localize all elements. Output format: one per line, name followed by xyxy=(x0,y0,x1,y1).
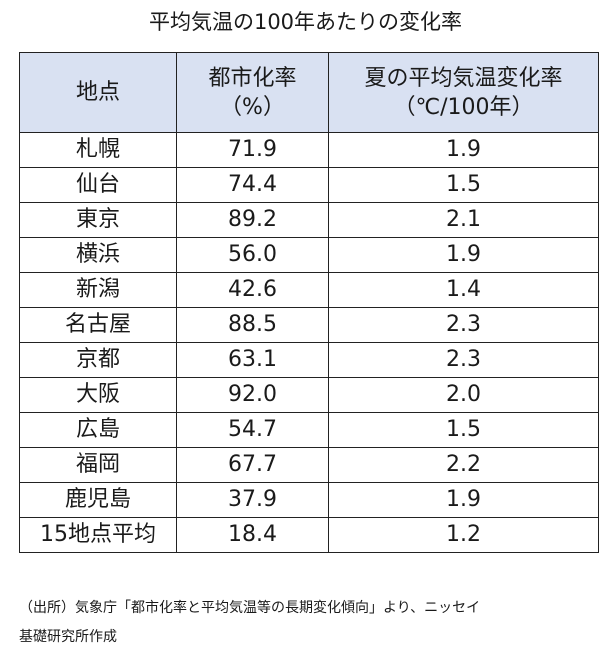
table-row: 新潟 42.6 1.4 xyxy=(19,272,599,308)
cell-temp-change: 1.5 xyxy=(328,167,599,203)
cell-urbanization: 18.4 xyxy=(176,517,329,553)
header-temp-change: 夏の平均気温変化率 （℃/100年） xyxy=(328,52,599,133)
temperature-table: 地点 都市化率 （%） 夏の平均気温変化率 （℃/100年） 札幌 71.9 1.9… xyxy=(19,52,599,553)
table-row: 福岡 67.7 2.2 xyxy=(19,447,599,483)
cell-location: 福岡 xyxy=(19,447,177,483)
cell-urbanization: 89.2 xyxy=(176,202,329,238)
cell-urbanization: 54.7 xyxy=(176,412,329,448)
cell-location: 名古屋 xyxy=(19,307,177,343)
cell-temp-change: 2.1 xyxy=(328,202,599,238)
table-row: 名古屋 88.5 2.3 xyxy=(19,307,599,343)
cell-location: 鹿児島 xyxy=(19,482,177,518)
cell-location: 京都 xyxy=(19,342,177,378)
cell-urbanization: 74.4 xyxy=(176,167,329,203)
table-row: 15地点平均 18.4 1.2 xyxy=(19,517,599,553)
cell-location: 横浜 xyxy=(19,237,177,273)
cell-temp-change: 2.3 xyxy=(328,307,599,343)
cell-temp-change: 1.9 xyxy=(328,132,599,168)
table-row: 広島 54.7 1.5 xyxy=(19,412,599,448)
table-row: 横浜 56.0 1.9 xyxy=(19,237,599,273)
cell-temp-change: 2.2 xyxy=(328,447,599,483)
cell-temp-change: 1.9 xyxy=(328,482,599,518)
table-row: 鹿児島 37.9 1.9 xyxy=(19,482,599,518)
cell-location: 札幌 xyxy=(19,132,177,168)
cell-temp-change: 1.2 xyxy=(328,517,599,553)
table-row: 東京 89.2 2.1 xyxy=(19,202,599,238)
header-temp-change-unit: （℃/100年） xyxy=(393,94,534,120)
cell-temp-change: 1.5 xyxy=(328,412,599,448)
cell-temp-change: 2.3 xyxy=(328,342,599,378)
cell-urbanization: 42.6 xyxy=(176,272,329,308)
table-body: 札幌 71.9 1.9 仙台 74.4 1.5 東京 89.2 2.1 横浜 56.0 1.9 新潟 42… xyxy=(19,132,599,553)
cell-temp-change: 1.4 xyxy=(328,272,599,308)
cell-location: 大阪 xyxy=(19,377,177,413)
header-location: 地点 xyxy=(19,52,177,133)
cell-urbanization: 92.0 xyxy=(176,377,329,413)
source-note: （出所）気象庁「都市化率と平均気温等の長期変化傾向」より、ニッセイ 基礎研究所作… xyxy=(19,594,599,652)
cell-location: 広島 xyxy=(19,412,177,448)
cell-urbanization: 63.1 xyxy=(176,342,329,378)
table-row: 仙台 74.4 1.5 xyxy=(19,167,599,203)
header-row: 地点 都市化率 （%） 夏の平均気温変化率 （℃/100年） xyxy=(19,52,599,133)
header-urbanization-unit: （%） xyxy=(220,94,285,120)
table-title: 平均気温の100年あたりの変化率 xyxy=(148,10,463,34)
header-temp-change-label: 夏の平均気温変化率 xyxy=(364,65,563,91)
cell-location: 仙台 xyxy=(19,167,177,203)
table-row: 大阪 92.0 2.0 xyxy=(19,377,599,413)
cell-location: 東京 xyxy=(19,202,177,238)
cell-location: 15地点平均 xyxy=(19,517,177,553)
header-urbanization-label: 都市化率 xyxy=(208,65,297,91)
cell-urbanization: 71.9 xyxy=(176,132,329,168)
cell-location: 新潟 xyxy=(19,272,177,308)
cell-urbanization: 88.5 xyxy=(176,307,329,343)
source-line-2: 基礎研究所作成 xyxy=(19,629,117,645)
cell-urbanization: 56.0 xyxy=(176,237,329,273)
cell-urbanization: 67.7 xyxy=(176,447,329,483)
source-line-1: （出所）気象庁「都市化率と平均気温等の長期変化傾向」より、ニッセイ xyxy=(19,600,481,616)
cell-temp-change: 1.9 xyxy=(328,237,599,273)
table-row: 京都 63.1 2.3 xyxy=(19,342,599,378)
cell-urbanization: 37.9 xyxy=(176,482,329,518)
cell-temp-change: 2.0 xyxy=(328,377,599,413)
header-urbanization: 都市化率 （%） xyxy=(176,52,329,133)
table-row: 札幌 71.9 1.9 xyxy=(19,132,599,168)
